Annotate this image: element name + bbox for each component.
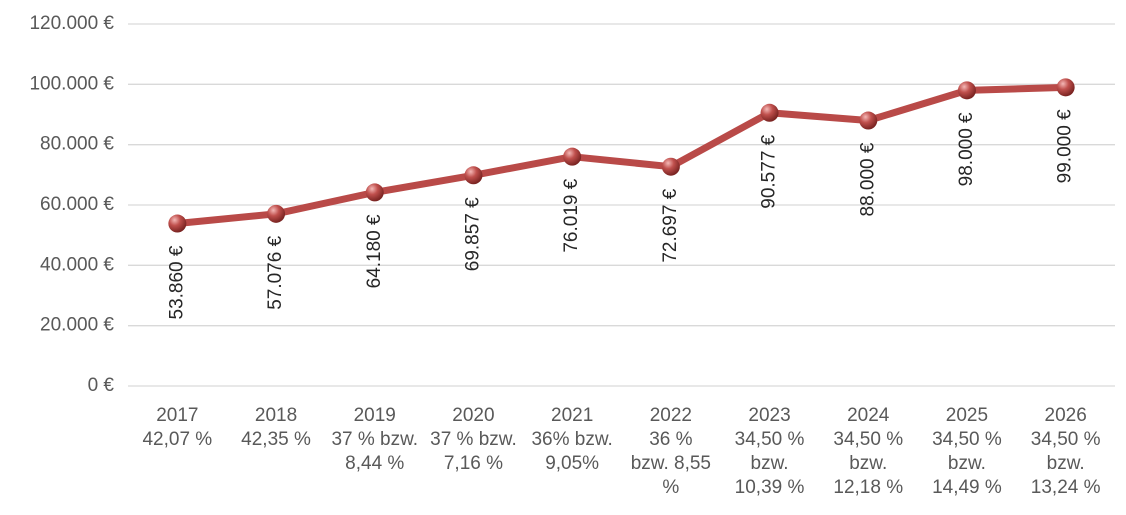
data-label: 64.180 € <box>364 214 385 288</box>
series-line <box>177 83 1066 228</box>
x-tick-label: 10,39 % <box>735 477 805 498</box>
x-tick-label: 9,05% <box>545 453 599 474</box>
x-tick-label: bzw. <box>1047 453 1085 474</box>
x-tick-label: 13,24 % <box>1031 477 1101 498</box>
marker <box>1056 78 1075 97</box>
x-tick-label: bzw. <box>751 453 789 474</box>
x-tick-label: 34,50 % <box>735 429 805 450</box>
y-tick-label: 0 € <box>88 375 115 396</box>
data-label: 57.076 € <box>265 235 286 309</box>
x-tick-label: 36% bzw. <box>531 429 612 450</box>
x-tick-label: 2024 <box>847 405 890 426</box>
marker <box>957 81 976 100</box>
x-tick-label: 34,50 % <box>833 429 903 450</box>
y-tick-label: 100.000 € <box>29 73 114 94</box>
x-tick-label: 36 % <box>649 429 692 450</box>
x-tick-label: bzw. <box>948 453 986 474</box>
y-tick-label: 40.000 € <box>40 254 114 275</box>
x-tick-label: bzw. <box>849 453 887 474</box>
y-tick-label: 60.000 € <box>40 194 114 215</box>
x-tick-label: 2025 <box>946 405 988 426</box>
marker <box>365 183 384 202</box>
data-label: 99.000 € <box>1055 109 1076 183</box>
x-tick-label: 2019 <box>354 405 396 426</box>
x-tick-label: 34,50 % <box>1031 429 1101 450</box>
x-tick-label: 2017 <box>156 405 198 426</box>
x-tick-label: 42,07 % <box>142 429 212 450</box>
marker <box>859 111 878 130</box>
x-tick-label: 37 % bzw. <box>331 429 418 450</box>
marker <box>760 103 779 122</box>
data-label: 53.860 € <box>166 245 187 319</box>
data-label: 69.857 € <box>462 197 483 271</box>
x-tick-label: 34,50 % <box>932 429 1002 450</box>
x-tick-label: 2022 <box>650 405 692 426</box>
x-tick-label: 7,16 % <box>444 453 503 474</box>
marker <box>661 157 680 176</box>
data-label: 90.577 € <box>759 134 780 208</box>
x-tick-label: 2020 <box>452 405 494 426</box>
marker <box>267 204 286 223</box>
x-tick-label: 8,44 % <box>345 453 404 474</box>
x-tick-label: 37 % bzw. <box>430 429 517 450</box>
x-tick-label: 2023 <box>748 405 790 426</box>
x-tick-label: bzw. 8,55 <box>631 453 711 474</box>
data-label: 98.000 € <box>956 112 977 186</box>
data-label: 88.000 € <box>857 142 878 216</box>
data-label: 76.019 € <box>561 178 582 252</box>
marker <box>563 147 582 166</box>
y-tick-label: 120.000 € <box>29 13 114 34</box>
data-label: 72.697 € <box>660 188 681 262</box>
x-tick-label: 42,35 % <box>241 429 311 450</box>
x-tick-label: 2021 <box>551 405 593 426</box>
y-tick-label: 80.000 € <box>40 134 114 155</box>
marker <box>168 214 187 233</box>
x-tick-label: 2018 <box>255 405 297 426</box>
y-tick-label: 20.000 € <box>40 315 114 336</box>
marker <box>464 166 483 185</box>
x-tick-label: 2026 <box>1045 405 1087 426</box>
x-tick-label: % <box>662 477 679 498</box>
x-tick-label: 12,18 % <box>833 477 903 498</box>
x-tick-label: 14,49 % <box>932 477 1002 498</box>
